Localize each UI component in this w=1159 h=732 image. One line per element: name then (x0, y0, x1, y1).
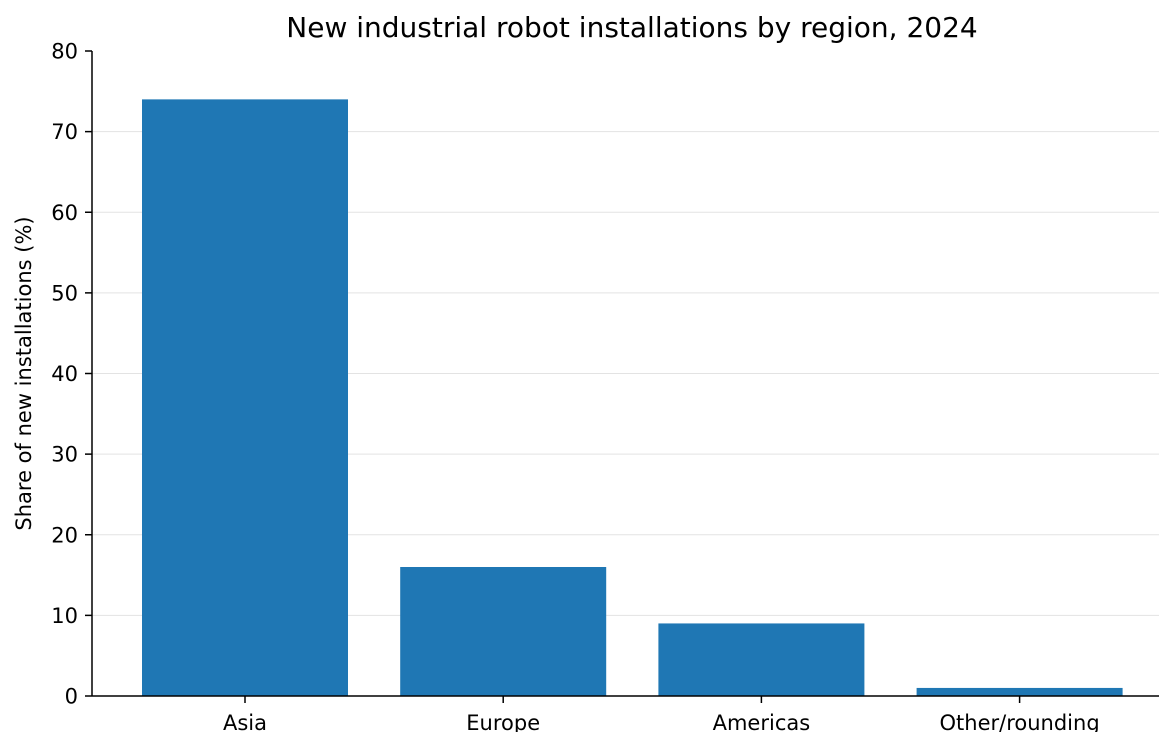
y-axis-ticks: 0 10 20 30 40 50 60 70 80 (51, 40, 92, 709)
y-tick-label: 20 (51, 523, 78, 547)
bar-americas (658, 623, 865, 696)
bar-asia (142, 99, 348, 696)
y-tick-label: 40 (51, 362, 78, 386)
x-tick-label: Other/rounding (940, 711, 1100, 732)
x-tick-label: Europe (466, 711, 540, 732)
x-axis-ticks: Asia Europe Americas Other/rounding (223, 696, 1100, 732)
y-tick-label: 80 (51, 40, 78, 64)
y-tick-label: 30 (51, 443, 78, 467)
x-tick-label: Americas (713, 711, 811, 732)
bars (142, 99, 1123, 696)
y-tick-label: 10 (51, 604, 78, 628)
y-tick-label: 50 (51, 281, 78, 305)
x-tick-label: Asia (223, 711, 267, 732)
y-tick-label: 70 (51, 120, 78, 144)
chart-title: New industrial robot installations by re… (286, 11, 977, 44)
y-tick-label: 60 (51, 201, 78, 225)
bar-europe (400, 567, 607, 696)
y-tick-label: 0 (65, 685, 78, 709)
y-axis-label: Share of new installations (%) (12, 216, 36, 530)
bar-other-rounding (916, 687, 1123, 696)
